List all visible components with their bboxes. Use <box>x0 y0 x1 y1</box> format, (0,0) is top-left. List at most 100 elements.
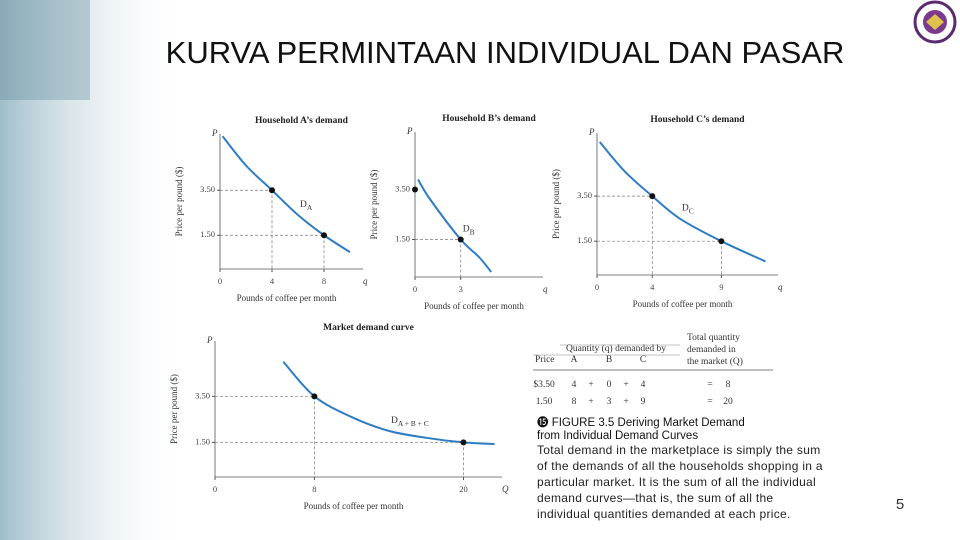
x-tick-label: 0 <box>218 276 222 286</box>
table-header: A <box>571 355 578 365</box>
x-axis-label: Pounds of coffee per month <box>633 299 733 309</box>
figure-caption: ⓯ FIGURE 3.5 Deriving Market Demand from… <box>537 417 745 443</box>
curve-label-main: D <box>682 204 689 214</box>
chart-title: Household A’s demand <box>255 116 349 126</box>
x-tick-label: 9 <box>719 282 723 292</box>
table-cell: + <box>588 397 593 407</box>
curve-label-main: D <box>463 225 470 235</box>
table-cell: 20 <box>723 397 733 407</box>
x-tick-label: 8 <box>322 276 326 286</box>
table-header: demanded in <box>687 345 736 355</box>
table-cell: 4 <box>641 380 646 390</box>
y-tick-label: 3.50 <box>195 390 210 400</box>
x-axis-label: Pounds of coffee per month <box>304 501 404 511</box>
demand-curve <box>417 178 492 273</box>
y-tick-label: 3.50 <box>200 184 215 194</box>
slide-title: KURVA PERMINTAAN INDIVIDUAL DAN PASAR <box>166 35 845 70</box>
table-header: the market (Q) <box>687 356 743 367</box>
page-number: 5 <box>896 496 904 513</box>
background-texture <box>0 0 90 100</box>
table-header: Total quantity <box>687 333 740 343</box>
table-header: B <box>606 355 612 365</box>
y-axis-label: Price per pound ($) <box>369 170 379 240</box>
curve-label-sub: B <box>470 227 475 236</box>
curve-label-sub: C <box>689 206 694 215</box>
curve-label-main: D <box>391 416 398 426</box>
chart: Household B’s demand Pq Price per pound ($… <box>369 114 548 311</box>
table-cell: + <box>623 397 628 407</box>
data-point <box>457 236 464 243</box>
curve-label: DB <box>463 225 475 237</box>
y-axis-label: Price per pound ($) <box>174 167 184 237</box>
background-texture <box>0 0 190 540</box>
demand-curve <box>221 135 351 253</box>
y-tick-label: 3.50 <box>577 190 592 200</box>
table-cell: + <box>623 380 628 390</box>
table-cell: + <box>588 380 593 390</box>
table-cell: 4 <box>572 380 577 390</box>
demand-curve <box>282 361 495 446</box>
table-cell: = <box>707 380 712 390</box>
table-cell: = <box>707 397 712 407</box>
y-axis-label: Price per pound ($) <box>551 169 561 239</box>
curve-label: DC <box>682 204 694 216</box>
y-tick-label: 1.50 <box>577 235 592 245</box>
logo <box>913 0 957 44</box>
y-axis-letter: P <box>406 126 413 136</box>
data-point <box>269 187 275 194</box>
x-tick-label: 8 <box>312 484 316 494</box>
table-cell: 0 <box>607 380 612 390</box>
data-point <box>321 232 327 239</box>
body-line: individual quantities demanded at each p… <box>537 507 791 521</box>
y-axis-label: Price per pound ($) <box>169 374 179 444</box>
x-axis-letter: q <box>778 282 783 292</box>
chart-title: Market demand curve <box>323 323 414 333</box>
curve-label-main: D <box>300 200 307 210</box>
table-cell: $3.50 <box>533 379 555 390</box>
y-tick-label: 3.50 <box>395 183 410 193</box>
data-point <box>460 439 467 446</box>
x-tick-label: 4 <box>270 276 275 286</box>
chart: Household A’s demand Pq Price per pound ($… <box>174 116 368 303</box>
x-axis-label: Pounds of coffee per month <box>237 293 337 303</box>
table-cell: 3 <box>607 397 612 407</box>
y-tick-label: 1.50 <box>195 436 210 446</box>
body-line: demand curves—that is, the sum of all th… <box>537 491 774 505</box>
data-point <box>718 238 725 245</box>
table-header: Price <box>535 355 555 365</box>
x-axis-letter: Q <box>502 484 509 494</box>
curve-label: DA <box>300 200 313 212</box>
x-tick-label: 20 <box>459 484 468 494</box>
x-axis-label: Pounds of coffee per month <box>424 301 524 311</box>
caption-icon: ⓯ <box>537 417 549 429</box>
x-tick-label: 0 <box>595 282 599 292</box>
chart-title: Household C’s demand <box>650 115 745 125</box>
y-tick-label: 1.50 <box>200 229 215 239</box>
x-tick-label: 0 <box>213 484 217 494</box>
table-cell: 1.50 <box>536 397 553 407</box>
chart-title: Household B’s demand <box>442 114 536 124</box>
data-point <box>649 193 656 200</box>
data-point <box>412 186 418 193</box>
body-line: Total demand in the marketplace is simpl… <box>537 443 821 457</box>
y-axis-letter: P <box>206 335 213 345</box>
y-axis-letter: P <box>588 127 595 137</box>
caption-line: FIGURE 3.5 Deriving Market Demand <box>551 417 745 429</box>
body-line: of the demands of all the households sho… <box>537 459 823 473</box>
data-point <box>311 393 318 400</box>
chart: Household C’s demand Pq Price per pound ($… <box>551 115 783 309</box>
body-line: particular market. It is the sum of all … <box>537 475 816 489</box>
curve-label-sub: A <box>307 203 313 212</box>
table-cell: 8 <box>572 397 577 407</box>
x-tick-label: 3 <box>459 284 463 294</box>
curve-label-sub: A + B + C <box>398 419 429 428</box>
x-tick-label: 4 <box>650 282 655 292</box>
table-cell: 8 <box>726 380 731 390</box>
table-header: Quantity (q) demanded by <box>566 343 666 354</box>
chart: Market demand curve P Q Price per pound ($)… <box>169 323 509 511</box>
x-tick-label: 0 <box>413 284 417 294</box>
x-axis-letter: q <box>543 284 548 294</box>
y-axis-letter: P <box>211 128 218 138</box>
